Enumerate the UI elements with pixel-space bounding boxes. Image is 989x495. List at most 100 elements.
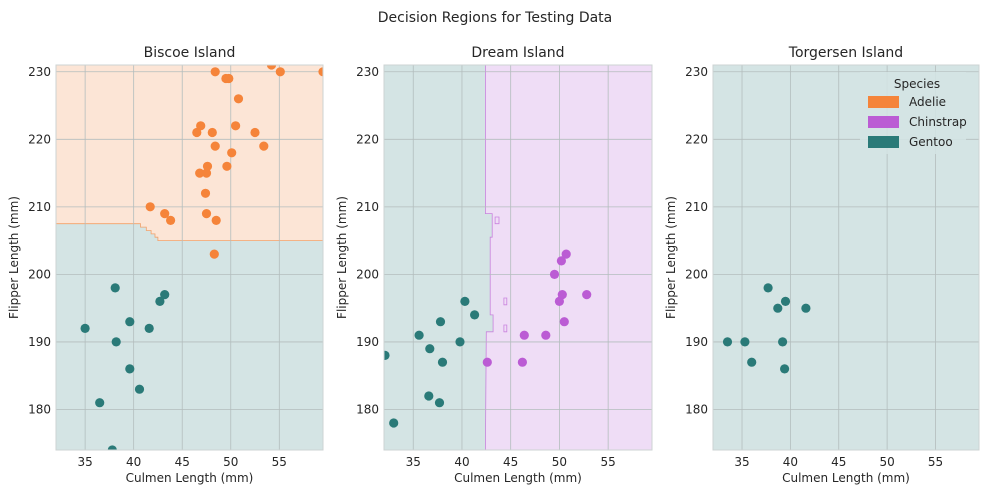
x-tick-label: 45: [503, 455, 518, 469]
data-point-adelie: [233, 94, 244, 104]
x-tick-label: 45: [175, 455, 190, 469]
x-axis-label: Culmen Length (mm): [126, 471, 254, 485]
y-tick-label: 180: [685, 402, 708, 416]
x-tick-label: 40: [454, 455, 469, 469]
x-tick-label: 50: [223, 455, 238, 469]
data-point-adelie: [195, 168, 205, 178]
data-point-gentoo: [434, 398, 445, 408]
axes-frame: [712, 64, 980, 451]
data-point-adelie: [202, 161, 213, 171]
y-tick-label: 190: [685, 335, 708, 349]
y-tick-label: 220: [685, 132, 708, 146]
data-point-chinstrap: [556, 256, 567, 266]
x-axis-label: Culmen Length (mm): [454, 471, 582, 485]
legend-label-gentoo: Gentoo: [909, 135, 953, 149]
data-point-gentoo: [773, 303, 783, 313]
data-point-gentoo: [424, 391, 434, 401]
data-point-gentoo: [384, 350, 390, 360]
data-point-adelie: [250, 127, 260, 138]
data-point-adelie: [200, 188, 211, 198]
data-point-gentoo: [801, 303, 811, 313]
data-point-adelie: [211, 215, 221, 225]
decision-region-chinstrap: [503, 324, 508, 333]
data-points: [80, 65, 323, 450]
y-tick-label: 210: [685, 200, 708, 214]
y-tick-label: 220: [28, 132, 51, 146]
y-tick-label: 190: [28, 335, 51, 349]
data-point-gentoo: [110, 283, 120, 293]
data-point-adelie: [210, 67, 220, 77]
y-axis-label: Flipper Length (mm): [7, 196, 21, 319]
subplot-title: Torgersen Island: [788, 45, 903, 61]
data-point-gentoo: [435, 317, 446, 327]
data-point-gentoo: [763, 283, 773, 293]
data-point-chinstrap: [561, 249, 571, 259]
y-axis-label: Flipper Length (mm): [335, 196, 349, 319]
data-point-gentoo: [107, 445, 117, 450]
data-point-gentoo: [747, 357, 757, 367]
panel-dream-island: 35 40 45 50 55 180 190 200 210 220 230 Dream Island…: [335, 45, 653, 485]
data-point-chinstrap: [541, 330, 551, 340]
y-tick-label: 210: [28, 200, 51, 214]
data-point-gentoo: [455, 337, 465, 347]
data-point-gentoo: [144, 323, 154, 333]
data-point-gentoo: [414, 330, 424, 340]
legend-swatch-chinstrap: [868, 116, 899, 128]
x-tick-label: 35: [77, 455, 92, 469]
decision-region-chinstrap: [503, 297, 508, 306]
data-point-adelie: [201, 168, 212, 178]
data-point-adelie: [196, 121, 206, 131]
data-point-gentoo: [437, 357, 448, 367]
data-point-chinstrap: [549, 269, 560, 279]
legend: Species Adelie Chinstrap Gentoo: [860, 72, 967, 154]
legend-label-adelie: Adelie: [909, 95, 946, 109]
data-point-adelie: [209, 249, 219, 259]
subplot-panels: 35 40 45 50 55 180 190 200 210 220 230 Biscoe Islan…: [7, 45, 980, 485]
data-point-gentoo: [778, 337, 788, 347]
data-point-chinstrap: [517, 357, 528, 367]
legend-swatch-adelie: [868, 96, 899, 108]
data-point-adelie: [210, 141, 220, 151]
x-tick-label: 35: [406, 455, 421, 469]
x-tick-label: 45: [831, 455, 846, 469]
data-point-adelie: [227, 148, 237, 158]
axes-frame: [383, 64, 653, 451]
y-tick-label: 200: [685, 267, 708, 281]
data-point-adelie: [231, 121, 241, 131]
data-point-adelie: [222, 161, 232, 171]
data-point-adelie: [166, 215, 176, 225]
axes-frame: [55, 64, 324, 451]
data-point-gentoo: [111, 337, 121, 347]
legend-swatch-gentoo: [868, 136, 899, 148]
data-point-gentoo: [80, 323, 90, 333]
x-tick-label: 40: [783, 455, 798, 469]
decision-region-adelie: [56, 65, 323, 242]
y-tick-label: 230: [356, 65, 379, 79]
y-tick-label: 220: [356, 132, 379, 146]
data-point-gentoo: [125, 364, 135, 374]
data-point-gentoo: [780, 364, 790, 374]
grid: [713, 65, 979, 450]
data-point-adelie: [224, 73, 234, 84]
x-tick-label: 55: [272, 455, 287, 469]
figure-title: Decision Regions for Testing Data: [378, 10, 613, 26]
legend-title: Species: [894, 77, 940, 91]
data-point-gentoo: [425, 344, 435, 354]
x-tick-label: 55: [601, 455, 616, 469]
data-point-gentoo: [722, 337, 733, 347]
panel-torgersen-island: 35 40 45 50 55 180 190 200 210 220 230 Torgersen Is…: [664, 45, 980, 485]
data-points: [722, 283, 811, 374]
legend-entries: Adelie Chinstrap Gentoo: [868, 95, 967, 149]
data-point-chinstrap: [482, 357, 492, 367]
data-point-adelie: [318, 67, 323, 77]
y-tick-label: 230: [685, 65, 708, 79]
x-tick-label: 35: [734, 455, 749, 469]
data-point-gentoo: [160, 290, 170, 300]
data-point-gentoo: [470, 310, 480, 320]
data-point-gentoo: [389, 418, 399, 428]
data-point-gentoo: [460, 296, 470, 306]
panel-biscoe-island: 35 40 45 50 55 180 190 200 210 220 230 Biscoe Islan…: [7, 45, 324, 485]
data-point-adelie: [275, 67, 285, 77]
y-tick-label: 200: [28, 267, 51, 281]
